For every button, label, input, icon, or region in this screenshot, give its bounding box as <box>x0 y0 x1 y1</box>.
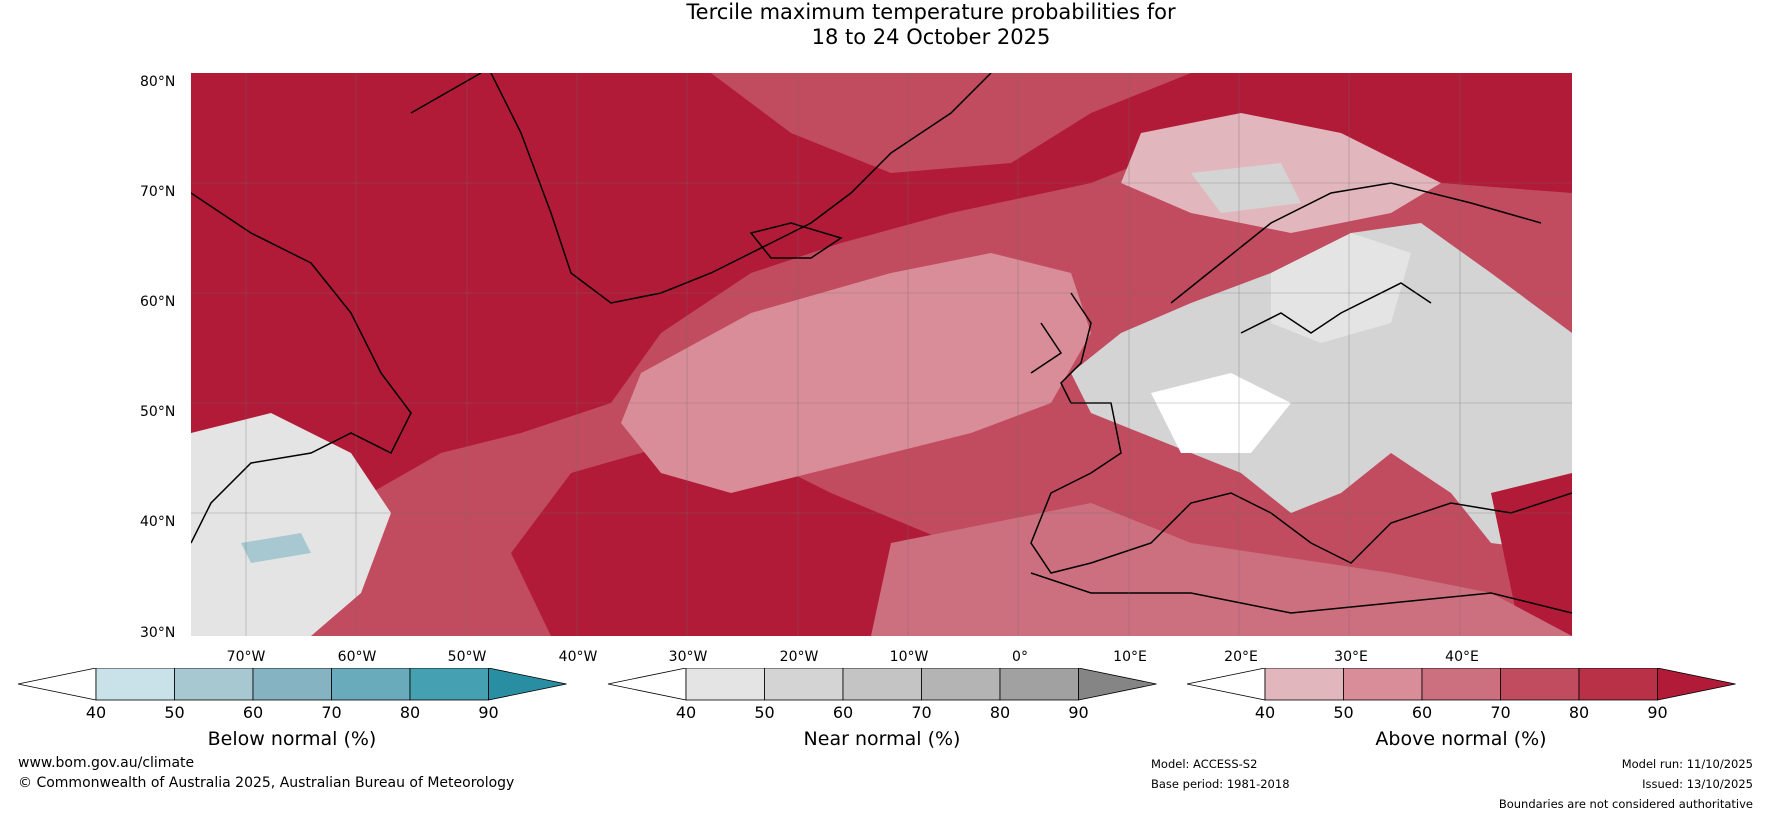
lon-label-70w: 70°W <box>226 649 266 665</box>
colorbar-below-tick: 90 <box>478 703 499 722</box>
lon-label-50w: 50°W <box>447 649 487 665</box>
colorbar-below-tick: 80 <box>399 703 421 722</box>
region-near-normal-europe <box>1071 223 1572 553</box>
region-near-normal-west <box>191 413 391 636</box>
coastline-greenland <box>410 72 992 304</box>
colorbar-near-tick: 60 <box>832 703 854 722</box>
lon-label-60w: 60°W <box>337 649 377 665</box>
colorbar-above-segment <box>1343 668 1423 701</box>
coastline-scandinavia <box>1170 182 1542 334</box>
colorbar-near-tick: 50 <box>754 703 775 722</box>
colorbars <box>17 668 1736 701</box>
graticule <box>191 73 1572 636</box>
colorbar-above-tick: 80 <box>1568 703 1590 722</box>
lon-label-0: 0° <box>1012 649 1028 665</box>
colorbar-near-segment <box>842 668 922 701</box>
coastline-southern-europe <box>1030 402 1573 574</box>
colorbar-above-segment <box>1500 668 1580 701</box>
colorbar-near-tick: 90 <box>1068 703 1089 722</box>
probability-map <box>190 72 1573 636</box>
coastline-british-isles <box>1030 292 1092 404</box>
base-period-text: Base period: 1981-2018 <box>1151 777 1290 791</box>
colorbar-below-extend-low <box>17 668 97 701</box>
website-text: www.bom.gov.au/climate <box>18 755 195 771</box>
lon-label-10e: 10°E <box>1113 649 1147 665</box>
coastline-iceland <box>749 222 843 259</box>
colorbar-above-segment <box>1421 668 1501 701</box>
colorbar-below-extend-high <box>488 668 567 701</box>
lon-label-40w: 40°W <box>558 649 598 665</box>
colorbar-near-tick: 80 <box>989 703 1011 722</box>
colorbar-above-tick: 50 <box>1333 703 1354 722</box>
colorbar-above <box>1186 668 1736 701</box>
lat-label-50n: 50°N <box>140 404 176 420</box>
colorbar-near-segment <box>921 668 1001 701</box>
colorbar-near-tick: 70 <box>911 703 932 722</box>
lat-label-40n: 40°N <box>140 514 176 530</box>
region-near-normal-svalbard <box>1191 163 1301 213</box>
colorbar-below-tick: 40 <box>85 703 107 722</box>
colorbar-below-segment <box>252 668 332 701</box>
coastline-north-america <box>190 192 412 544</box>
colorbar-below-tick: 70 <box>321 703 342 722</box>
lat-label-60n: 60°N <box>140 294 176 310</box>
lon-label-30e: 30°E <box>1334 649 1368 665</box>
colorbar-near-segment <box>764 668 844 701</box>
chart-title: Tercile maximum temperature probabilitie… <box>0 0 1770 50</box>
lon-label-20w: 20°W <box>779 649 819 665</box>
colorbar-near-segment <box>685 668 765 701</box>
colorbar-near-tick: 40 <box>675 703 697 722</box>
region-high-above-east <box>1491 473 1572 636</box>
colorbar-above-tick: 70 <box>1490 703 1511 722</box>
colorbar-above-segment <box>1264 668 1344 701</box>
region-below-normal <box>241 533 311 563</box>
colorbar-near-extend-low <box>607 668 687 701</box>
map-svg <box>190 72 1573 636</box>
lat-label-80n: 80°N <box>140 74 176 90</box>
colorbar-above-tick: 90 <box>1647 703 1668 722</box>
colorbar-below <box>17 668 567 701</box>
colorbar-below-segment <box>174 668 254 701</box>
region-near-normal-scandinavia <box>1271 233 1411 343</box>
lon-label-20e: 20°E <box>1224 649 1258 665</box>
lon-label-10w: 10°W <box>889 649 929 665</box>
colorbar-below-segment <box>409 668 489 701</box>
colorbar-near-segment <box>999 668 1079 701</box>
colorbar-below-tick: 60 <box>242 703 264 722</box>
colorbar-label-above: Above normal (%) <box>1375 728 1547 750</box>
colorbar-label-below: Below normal (%) <box>207 728 377 750</box>
colorbar-below-tick: 50 <box>164 703 185 722</box>
colorbar-above-extend-low <box>1186 668 1266 701</box>
colorbar-near-extend-high <box>1078 668 1157 701</box>
region-mid-above <box>621 253 1091 493</box>
colorbar-label-near: Near normal (%) <box>803 728 961 750</box>
colorbar-above-segment <box>1578 668 1658 701</box>
lat-label-30n: 30°N <box>140 625 176 641</box>
lat-label-70n: 70°N <box>140 184 176 200</box>
region-high-above-south <box>511 433 951 636</box>
colorbar-above-extend-high <box>1657 668 1736 701</box>
model-text: Model: ACCESS-S2 <box>1151 757 1258 771</box>
region-white-france <box>1151 373 1291 453</box>
coastline-north-africa <box>1030 572 1573 614</box>
lon-label-40e: 40°E <box>1445 649 1479 665</box>
colorbar-near <box>607 668 1157 701</box>
copyright-text: © Commonwealth of Australia 2025, Austra… <box>18 775 515 791</box>
title-line-2: 18 to 24 October 2025 <box>811 25 1051 49</box>
colorbar-above-tick: 60 <box>1411 703 1433 722</box>
model-run-text: Model run: 11/10/2025 <box>1621 757 1753 771</box>
title-line-1: Tercile maximum temperature probabilitie… <box>686 0 1176 24</box>
lon-label-30w: 30°W <box>668 649 708 665</box>
colorbar-below-segment <box>95 668 175 701</box>
disclaimer-text: Boundaries are not considered authoritat… <box>1498 797 1753 811</box>
colorbar-above-tick: 40 <box>1254 703 1276 722</box>
issued-text: Issued: 13/10/2025 <box>1642 777 1753 791</box>
colorbar-below-segment <box>331 668 411 701</box>
region-high-above <box>191 73 1572 543</box>
